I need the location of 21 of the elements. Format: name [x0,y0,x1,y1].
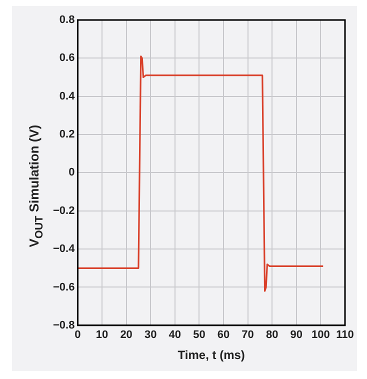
x-tick-label: 70 [242,329,254,342]
x-tick-label: 90 [290,329,303,342]
y-tick-label: 0.4 [59,90,76,102]
y-tick-label: 0.2 [59,128,75,141]
x-tick-label: 50 [193,329,206,342]
y-tick-label: 0.6 [59,52,75,64]
x-axis-title: Time, t (ms) [178,348,245,362]
x-tick-label: 60 [217,329,230,342]
y-tick-label: −0.8 [52,319,75,332]
x-tick-label: 20 [120,329,132,342]
x-tick-label: 10 [96,329,108,342]
y-tick-label: −0.4 [52,243,76,256]
y-tick-label: 0.8 [59,14,75,26]
y-tick-label: 0 [68,166,75,179]
y-tick-label: −0.2 [52,204,75,217]
x-tick-label: 100 [312,329,330,342]
x-tick-label: 30 [144,329,157,342]
y-tick-label: −0.6 [52,281,75,294]
x-tick-label: 80 [266,329,278,342]
x-tick-label: 110 [336,329,354,342]
x-tick-label: 40 [168,329,182,342]
